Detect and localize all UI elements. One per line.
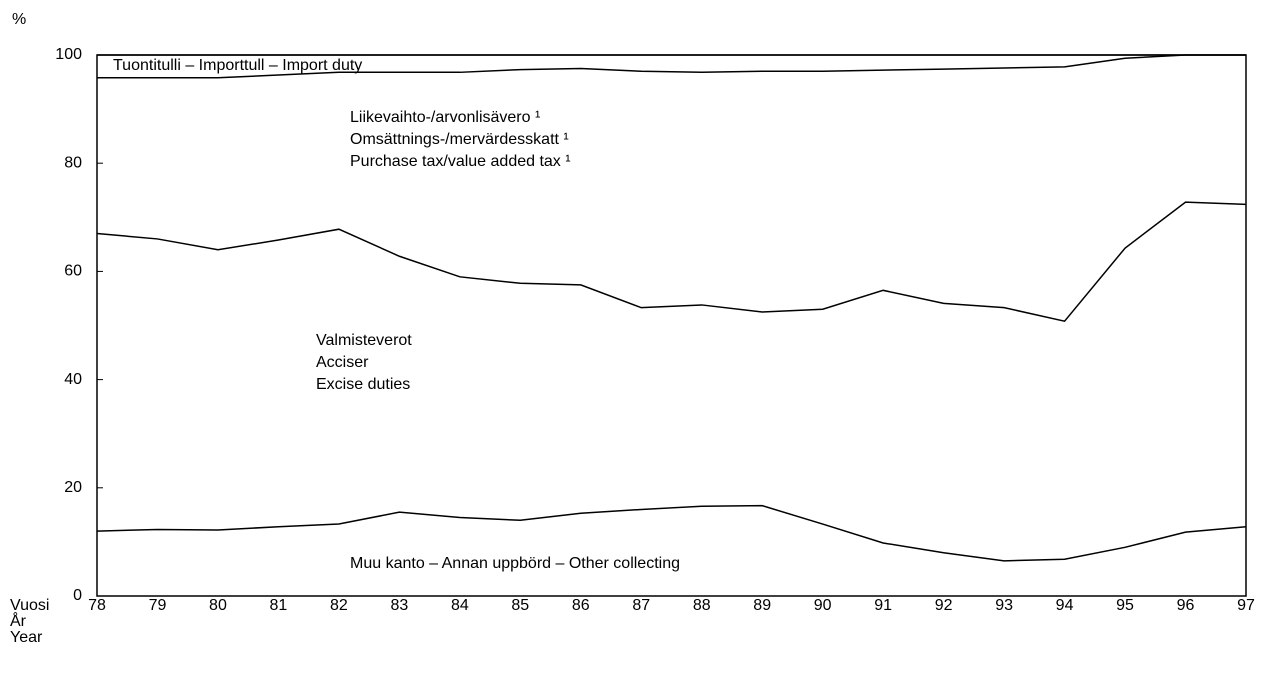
x-tick-label: 87 [632,597,650,614]
x-tick-label: 91 [874,597,892,614]
x-tick-label: 79 [149,597,167,614]
x-tick-label: 95 [1116,597,1134,614]
series-label: Acciser [316,354,369,371]
x-tick-label: 85 [511,597,529,614]
series-label: Purchase tax/value added tax ¹ [350,153,571,170]
x-tick-label: 78 [88,597,106,614]
x-tick-label: 82 [330,597,348,614]
y-tick-label: 0 [73,587,82,604]
y-tick-label: 20 [64,479,82,496]
x-axis-label: Year [10,629,43,646]
x-tick-label: 81 [270,597,288,614]
plot-frame [96,54,1247,597]
series-label: Muu kanto – Annan uppbörd – Other collec… [350,555,680,572]
x-tick-label: 88 [693,597,711,614]
series-label: Omsättnings-/mervärdesskatt ¹ [350,131,569,148]
series-line [97,54,1246,79]
y-tick-label: 60 [64,263,82,280]
series-label: Excise duties [316,376,410,393]
x-axis-label: Vuosi [10,597,49,614]
x-tick-label: 90 [814,597,832,614]
x-tick-label: 80 [209,597,227,614]
y-tick-label: 100 [55,46,82,63]
x-axis-label: År [10,611,27,630]
series-label: Valmisteverot [316,332,412,349]
x-tick-label: 93 [995,597,1013,614]
y-axis-label: % [12,11,26,28]
series-label: Tuontitulli – Importtull – Import duty [113,57,362,74]
x-tick-label: 89 [753,597,771,614]
x-tick-label: 92 [935,597,953,614]
series-line [96,504,1247,562]
y-tick-label: 40 [64,371,82,388]
x-tick-label: 97 [1237,597,1255,614]
series-line [96,201,1247,323]
y-tick-label: 80 [64,154,82,171]
x-tick-label: 84 [451,597,469,614]
x-tick-label: 86 [572,597,590,614]
x-tick-label: 94 [1056,597,1074,614]
series-label: Liikevaihto-/arvonlisävero ¹ [350,109,540,126]
x-tick-label: 96 [1177,597,1195,614]
x-tick-label: 83 [390,597,408,614]
